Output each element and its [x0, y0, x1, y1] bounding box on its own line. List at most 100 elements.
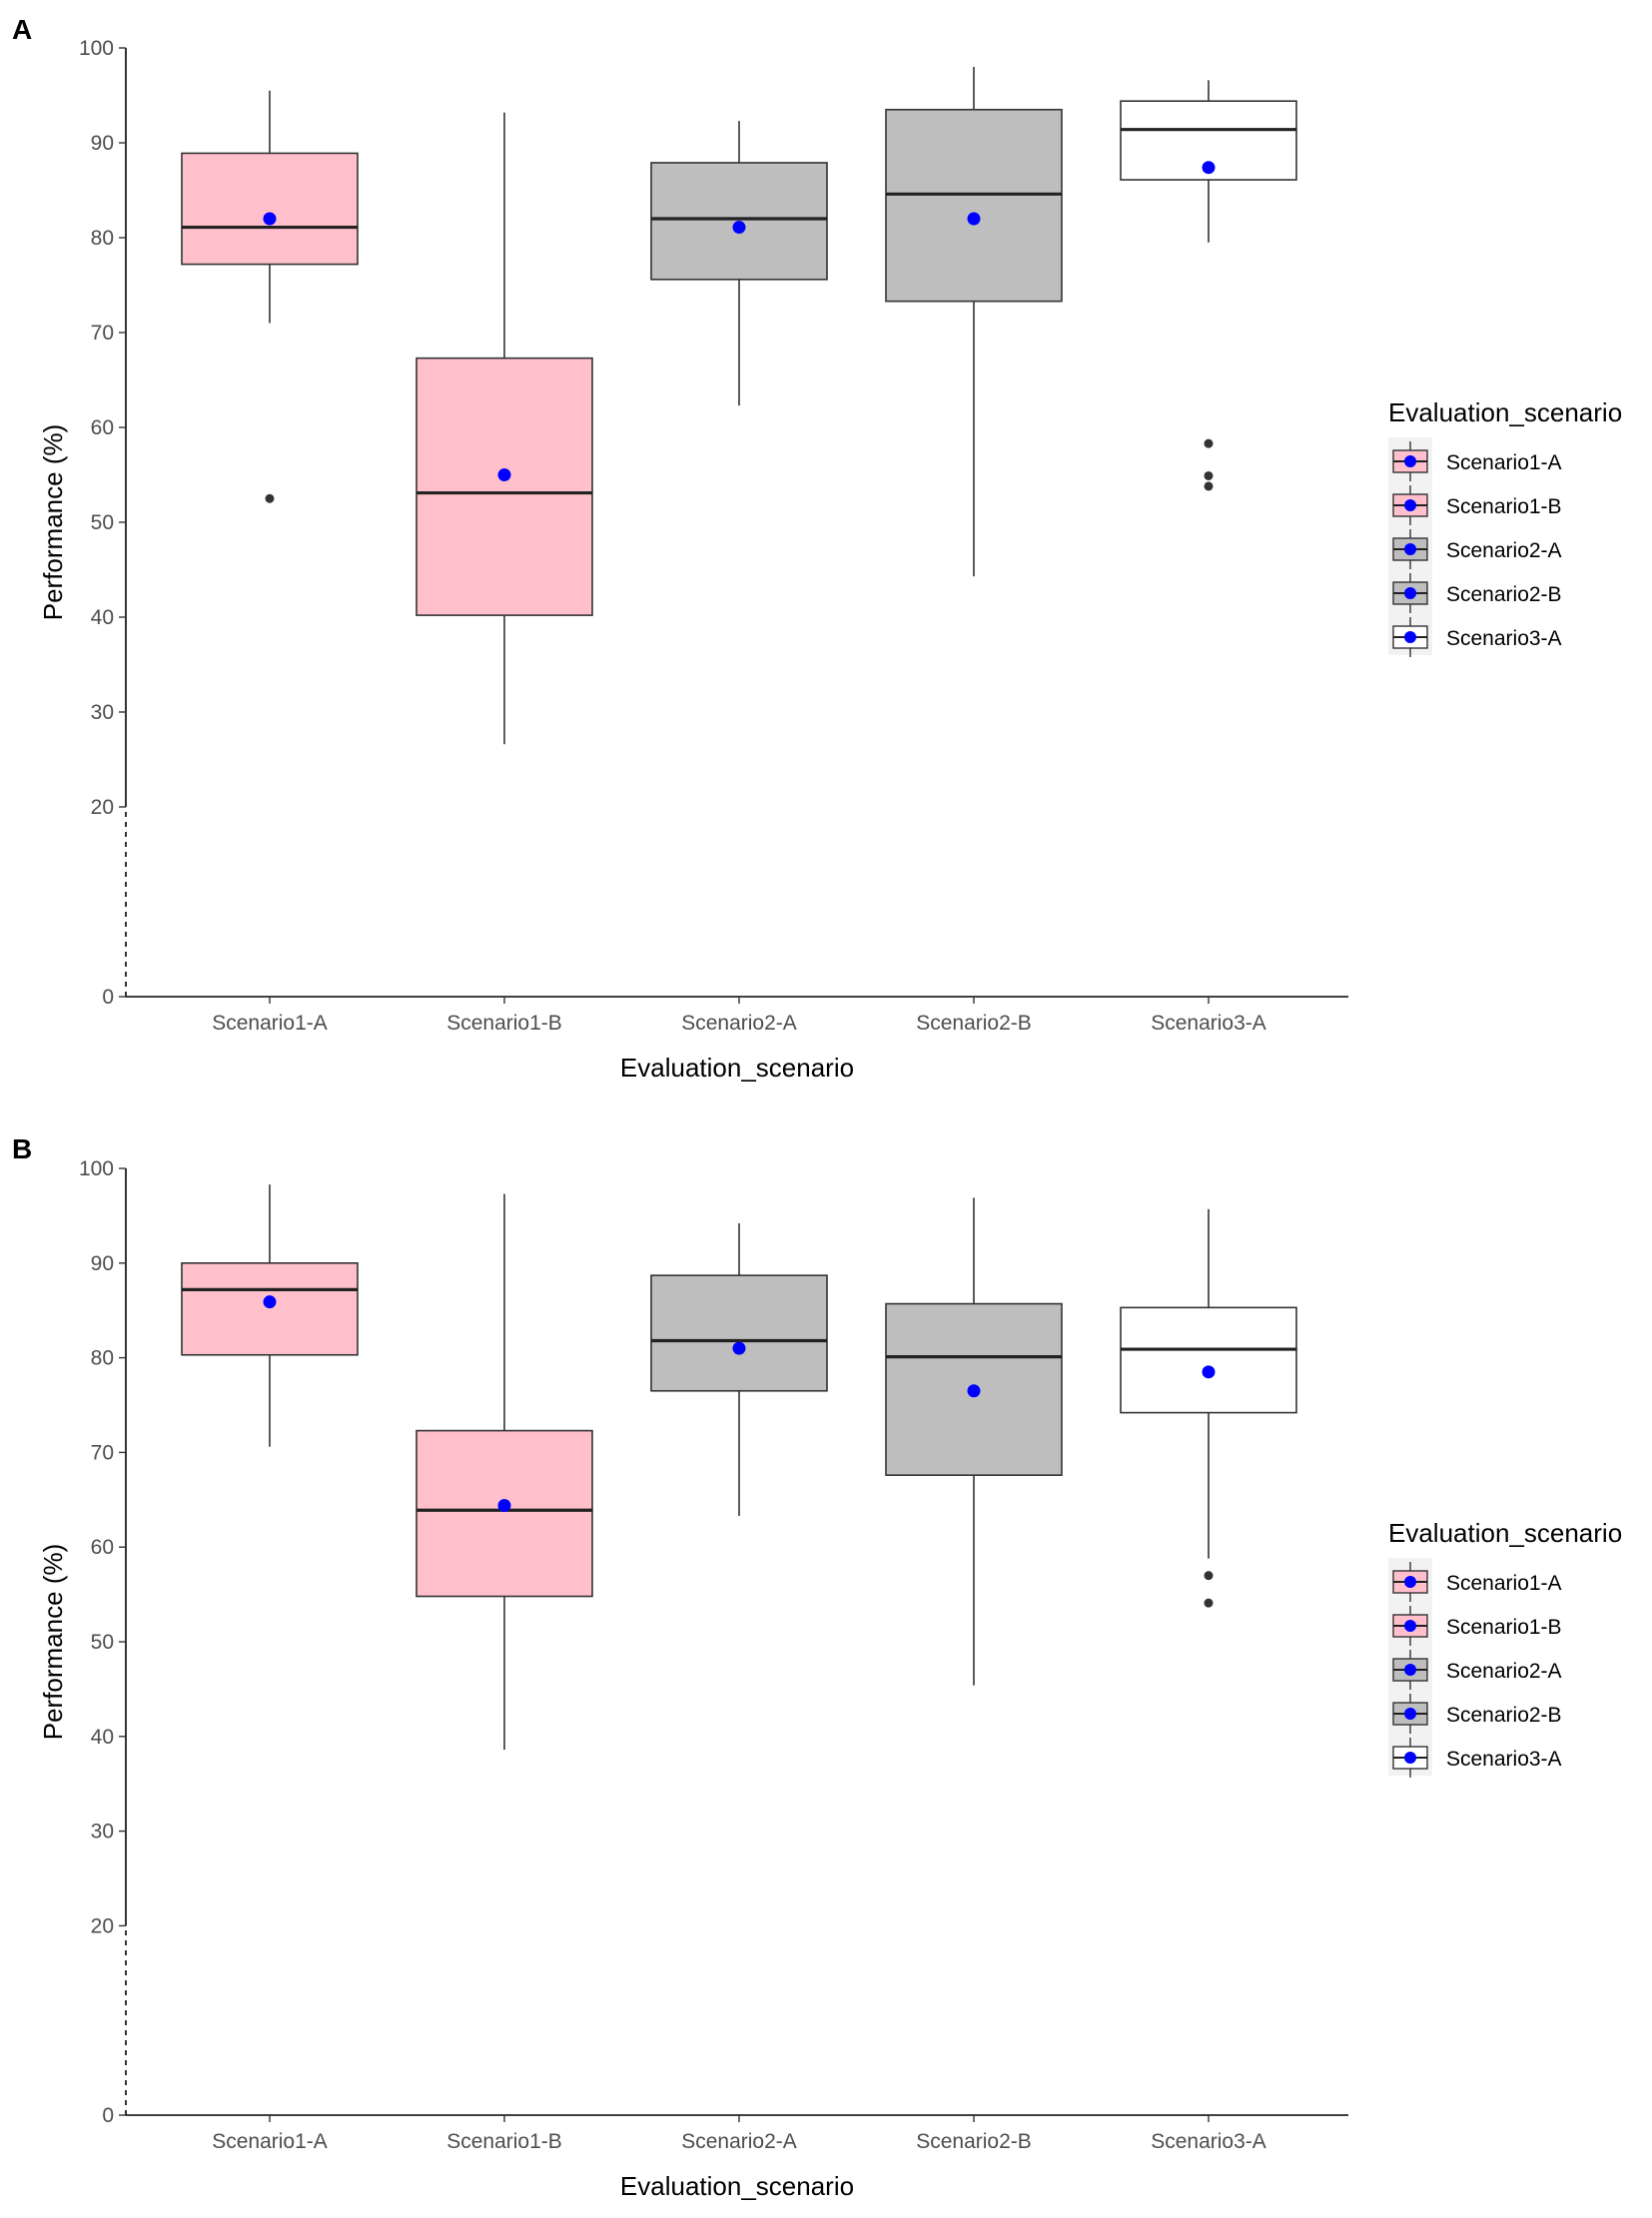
y-tick-label: 30	[91, 1821, 114, 1844]
y-tick-label: 50	[91, 1631, 114, 1654]
x-axis-title: Evaluation_scenario	[620, 2171, 854, 2201]
outlier-point	[1204, 438, 1214, 448]
y-tick-label: 40	[91, 606, 114, 629]
y-tick-label: 20	[91, 1914, 114, 1937]
mean-point	[497, 468, 511, 481]
box-scenario1-b	[415, 1193, 593, 1751]
legend-key	[1392, 1562, 1428, 1602]
legend-key	[1392, 1738, 1428, 1778]
legend-key	[1392, 1606, 1428, 1646]
box-scenario2-b	[885, 1197, 1063, 1686]
legend-key	[1392, 485, 1428, 525]
legend-key-mean	[1404, 631, 1416, 643]
legend-key	[1392, 441, 1428, 481]
legend-label: Scenario1-A	[1446, 1572, 1562, 1595]
legend-key	[1392, 573, 1428, 613]
iqr-box	[885, 108, 1063, 303]
legend-title: Evaluation_scenario	[1388, 397, 1622, 427]
legend-label: Scenario2-B	[1446, 583, 1562, 606]
x-tick-label: Scenario1-A	[212, 1012, 328, 1035]
boxplot-panel-a: 0 20 30 40 50 60 70 80 90 100 Scenario1-A Scenario1…	[38, 37, 1622, 1083]
y-tick-label: 100	[79, 37, 114, 60]
y-tick-label: 40	[91, 1726, 114, 1749]
x-tick-label: Scenario2-A	[681, 1012, 797, 1035]
legend-key-mean	[1404, 1752, 1416, 1764]
legend-key-mean	[1404, 1576, 1416, 1588]
y-axis-title: Performance (%)	[38, 1544, 68, 1741]
y-tick-label: 30	[91, 701, 114, 724]
panel-b-label: B	[12, 1133, 33, 1164]
mean-point	[732, 221, 746, 235]
outlier-point	[1204, 1571, 1214, 1581]
x-tick-label: Scenario1-B	[446, 2130, 562, 2153]
mean-point	[967, 1384, 981, 1398]
legend-key	[1392, 1694, 1428, 1734]
legend-label: Scenario1-B	[1446, 495, 1562, 518]
y-tick-label: 70	[91, 322, 114, 345]
x-tick-label: Scenario1-B	[446, 1012, 562, 1035]
iqr-box	[181, 152, 359, 266]
legend-key	[1392, 529, 1428, 569]
legend-key-mean	[1404, 1708, 1416, 1720]
mean-point	[967, 212, 981, 226]
legend: Evaluation_scenario Scenario1-A Scenario1-…	[1388, 397, 1622, 657]
legend-label: Scenario2-A	[1446, 539, 1562, 562]
legend-key-mean	[1404, 587, 1416, 599]
box-scenario2-a	[650, 121, 828, 406]
legend-key-mean	[1404, 455, 1416, 467]
legend-key-mean	[1404, 1620, 1416, 1632]
box-scenario1-a	[181, 1184, 359, 1447]
legend-label: Scenario2-B	[1446, 1704, 1562, 1727]
outlier-point	[1204, 1598, 1214, 1608]
outlier-point	[1204, 470, 1214, 480]
panel-a-label: A	[12, 14, 33, 45]
legend-label: Scenario3-A	[1446, 627, 1562, 650]
legend-label: Scenario1-B	[1446, 1616, 1562, 1639]
box-scenario1-b	[415, 112, 593, 745]
iqr-box	[650, 1274, 828, 1392]
legend-label: Scenario1-A	[1446, 451, 1562, 474]
mean-point	[263, 212, 277, 226]
y-tick-label: 100	[79, 1157, 114, 1180]
y-tick-label: 20	[91, 796, 114, 819]
x-tick-label: Scenario3-A	[1151, 1012, 1266, 1035]
mean-point	[1202, 1365, 1216, 1379]
x-tick-label: Scenario2-B	[916, 2130, 1032, 2153]
legend-key-mean	[1404, 543, 1416, 555]
x-tick-label: Scenario1-A	[212, 2130, 328, 2153]
box-scenario2-a	[650, 1222, 828, 1516]
mean-point	[263, 1295, 277, 1309]
x-tick-label: Scenario2-B	[916, 1012, 1032, 1035]
legend-label: Scenario2-A	[1446, 1660, 1562, 1683]
iqr-box	[181, 1262, 359, 1356]
y-tick-label: 50	[91, 511, 114, 534]
y-axis-title: Performance (%)	[38, 424, 68, 621]
outlier-point	[265, 493, 275, 503]
y-tick-label: 60	[91, 416, 114, 439]
y-tick-label: 90	[91, 1252, 114, 1275]
legend-key-mean	[1404, 499, 1416, 511]
legend-title: Evaluation_scenario	[1388, 1518, 1622, 1548]
box-scenario1-a	[181, 90, 359, 503]
iqr-box	[1120, 1306, 1297, 1414]
outlier-point	[1204, 481, 1214, 491]
x-axis-title: Evaluation_scenario	[620, 1053, 854, 1083]
legend-key	[1392, 1650, 1428, 1690]
y-tick-label: 0	[102, 2104, 114, 2127]
y-tick-label: 60	[91, 1536, 114, 1559]
x-tick-label: Scenario3-A	[1151, 2130, 1266, 2153]
legend-key	[1392, 617, 1428, 657]
box-scenario3-a	[1120, 80, 1297, 491]
legend-label: Scenario3-A	[1446, 1748, 1562, 1771]
mean-point	[732, 1341, 746, 1355]
mean-point	[497, 1498, 511, 1512]
x-tick-label: Scenario2-A	[681, 2130, 797, 2153]
mean-point	[1202, 161, 1216, 175]
box-scenario3-a	[1120, 1208, 1297, 1608]
y-tick-label: 70	[91, 1441, 114, 1464]
iqr-box	[415, 357, 593, 616]
y-tick-label: 90	[91, 132, 114, 155]
legend: Evaluation_scenario Scenario1-A Scenario1-…	[1388, 1518, 1622, 1778]
y-tick-label: 80	[91, 227, 114, 250]
